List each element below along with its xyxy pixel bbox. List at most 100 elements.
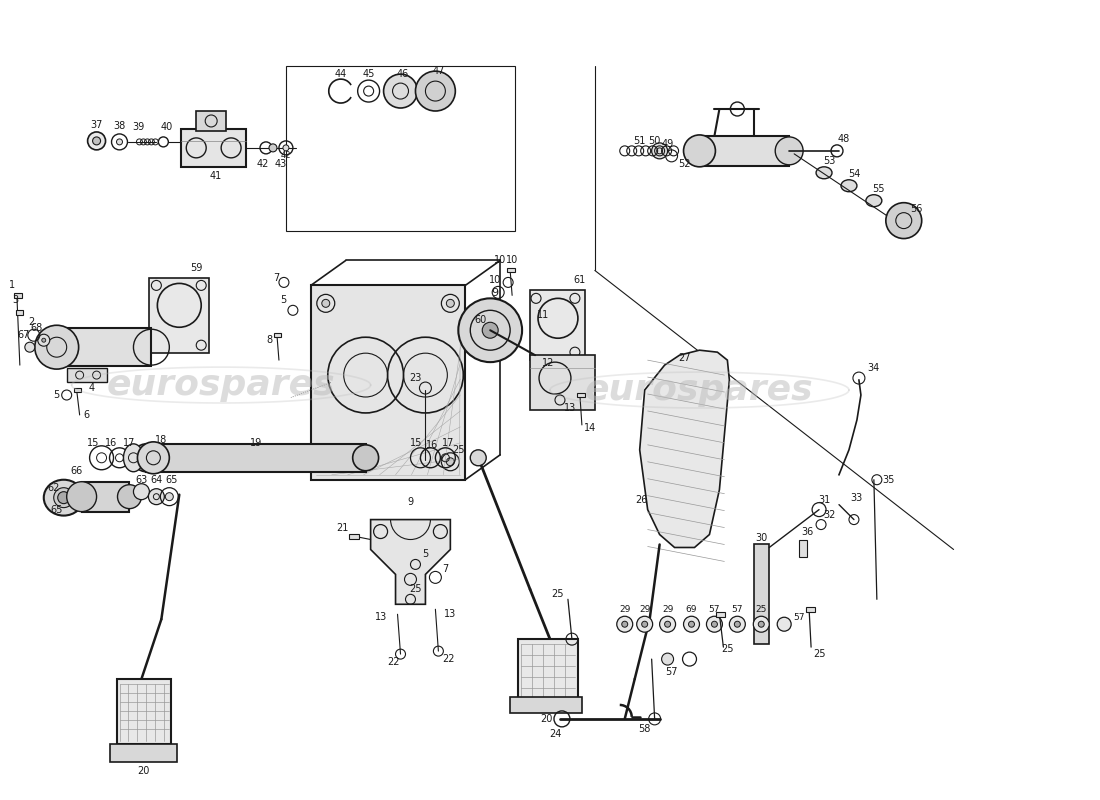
Bar [286,66,515,230]
Text: 68: 68 [31,323,43,334]
Text: 15: 15 [87,438,100,448]
Bar [67,368,107,382]
Text: 1: 1 [9,280,15,290]
Text: 21: 21 [337,522,349,533]
Text: 52: 52 [679,159,691,169]
Circle shape [651,143,668,159]
Text: eurospares: eurospares [107,368,336,402]
Text: 25: 25 [722,644,734,654]
Circle shape [57,492,69,504]
Text: 69: 69 [685,605,697,614]
Ellipse shape [123,444,143,472]
Text: 48: 48 [838,134,850,144]
Text: 6: 6 [84,410,90,420]
Text: 57: 57 [732,605,744,614]
Text: 3: 3 [13,295,19,306]
Text: 57: 57 [666,667,678,677]
Circle shape [133,484,150,500]
Bar [700,136,789,166]
Bar [716,612,725,618]
Text: 39: 39 [132,122,144,132]
Circle shape [637,616,652,632]
Text: 10: 10 [494,255,506,266]
Circle shape [67,482,97,512]
Text: 25: 25 [552,590,564,599]
Circle shape [459,298,522,362]
Circle shape [683,616,700,632]
Text: 19: 19 [250,438,262,448]
Circle shape [148,489,164,505]
Text: 42: 42 [256,159,270,169]
Circle shape [758,622,764,627]
Circle shape [322,458,330,466]
Text: 29: 29 [619,605,630,614]
Text: 49: 49 [661,139,673,149]
Circle shape [712,622,717,627]
Text: 33: 33 [850,493,864,502]
Text: 64: 64 [151,474,163,485]
Text: 61: 61 [574,275,586,286]
Text: 13: 13 [444,610,456,619]
Text: 66: 66 [70,466,82,476]
Text: 55: 55 [872,184,886,194]
Text: 5: 5 [54,390,59,400]
Circle shape [729,616,746,632]
Text: 40: 40 [161,122,173,132]
Text: 16: 16 [106,438,118,448]
Text: 7: 7 [442,565,449,574]
Bar [81,482,130,512]
Bar [510,697,582,713]
Text: 29: 29 [639,605,650,614]
Circle shape [778,618,791,631]
Text: 45: 45 [362,69,375,79]
Bar [507,269,515,273]
Circle shape [117,139,122,145]
Polygon shape [311,286,465,480]
Text: 53: 53 [823,156,835,166]
Text: 62: 62 [47,482,59,493]
Bar [14,294,22,298]
Text: 20: 20 [540,714,552,724]
Text: 4: 4 [88,383,95,393]
Circle shape [661,653,673,665]
Text: 36: 36 [801,526,813,537]
Bar [182,129,246,167]
Circle shape [42,338,46,342]
Bar [274,334,280,338]
Bar [576,393,585,397]
Circle shape [270,144,277,152]
Ellipse shape [44,480,84,515]
Bar [74,388,80,392]
Circle shape [447,299,454,307]
Circle shape [660,616,675,632]
Text: 57: 57 [708,605,720,614]
Bar [196,111,227,131]
Text: 11: 11 [537,310,549,320]
Ellipse shape [816,167,832,178]
Bar [57,328,152,366]
Text: 26: 26 [636,494,648,505]
Text: 18: 18 [155,435,167,445]
Text: 35: 35 [882,474,895,485]
Circle shape [118,485,142,509]
Text: 63: 63 [135,474,147,485]
Circle shape [384,74,418,108]
Text: 50: 50 [648,136,661,146]
Text: 51: 51 [634,136,646,146]
Text: 57: 57 [793,613,805,622]
Text: 12: 12 [542,358,554,368]
Text: 59: 59 [190,263,202,274]
Text: 24: 24 [549,729,561,739]
Text: 8: 8 [266,335,272,346]
Polygon shape [371,519,450,604]
Text: 13: 13 [564,403,576,413]
Circle shape [471,450,486,466]
Text: 25: 25 [756,605,767,614]
Text: 67: 67 [18,330,30,340]
Text: 10: 10 [490,275,502,286]
Circle shape [283,145,289,151]
Bar [349,534,359,538]
Text: 5: 5 [279,295,286,306]
Text: 7: 7 [273,274,279,283]
Bar [117,679,172,744]
